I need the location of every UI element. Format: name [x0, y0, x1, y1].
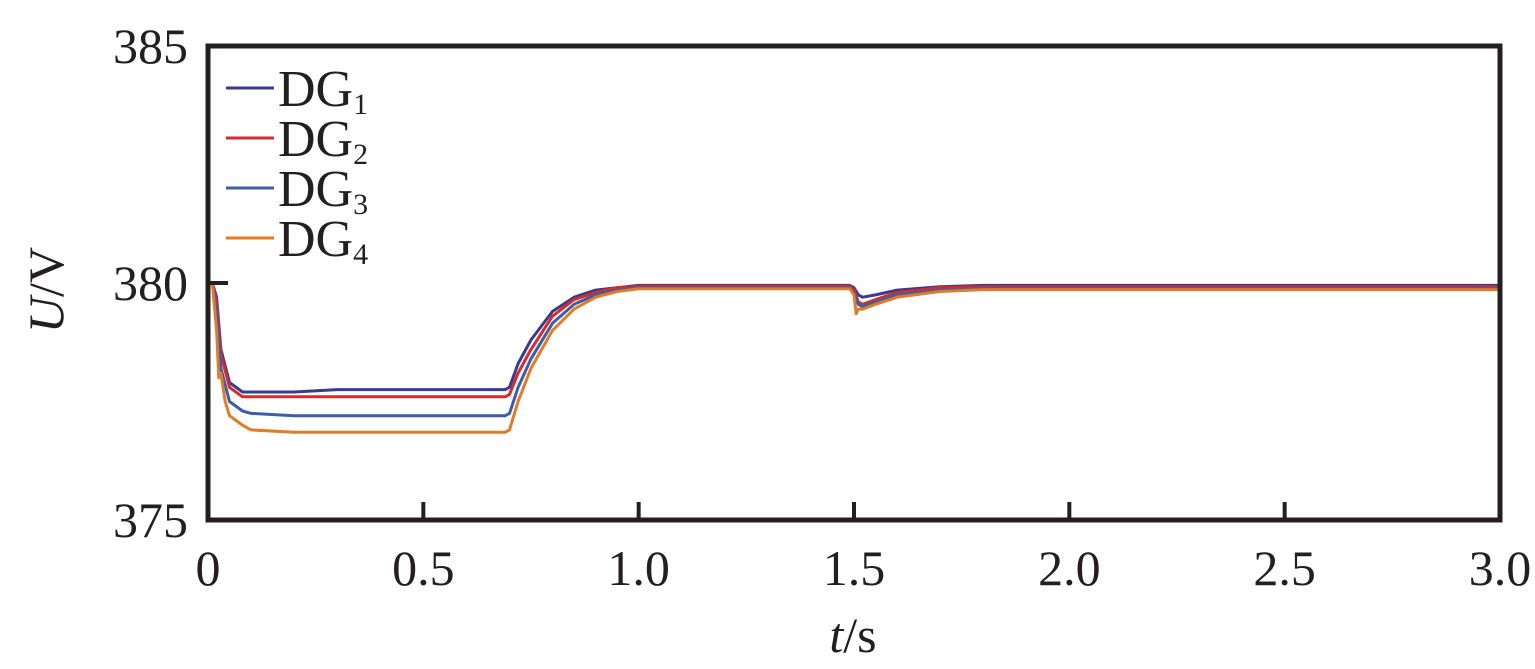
legend-label-dg2: DG2: [278, 111, 368, 171]
series-line-dg3: [208, 281, 1500, 418]
plot-frame: [205, 43, 1503, 523]
x-tick-label: 3.0: [1469, 540, 1532, 596]
series-line-dg2: [208, 281, 1500, 399]
x-tick-label: 0.5: [392, 540, 455, 596]
x-tick-label: 2.5: [1253, 540, 1316, 596]
x-tick-label: 1.5: [823, 540, 886, 596]
x-tick-label: 0: [196, 540, 221, 596]
x-tick-label: 1.0: [607, 540, 670, 596]
y-tick-label: 380: [113, 255, 188, 311]
legend-label-dg1: DG1: [278, 61, 368, 121]
series-layer: [208, 281, 1500, 434]
y-tick-label: 375: [113, 492, 188, 548]
legend-label-dg3: DG3: [278, 161, 368, 221]
y-tick-label: 385: [113, 18, 188, 74]
x-axis-label: t/s: [829, 607, 876, 663]
y-axis-label: U/V: [18, 247, 74, 333]
series-line-dg4: [208, 281, 1500, 434]
legend-label-dg4: DG4: [278, 211, 368, 271]
x-tick-label: 2.0: [1038, 540, 1101, 596]
ticks-layer: 0 0.5 1.0 1.5 2.0 2.5 3.0 375 380 385: [113, 18, 1531, 596]
series-line-dg1: [208, 281, 1500, 394]
